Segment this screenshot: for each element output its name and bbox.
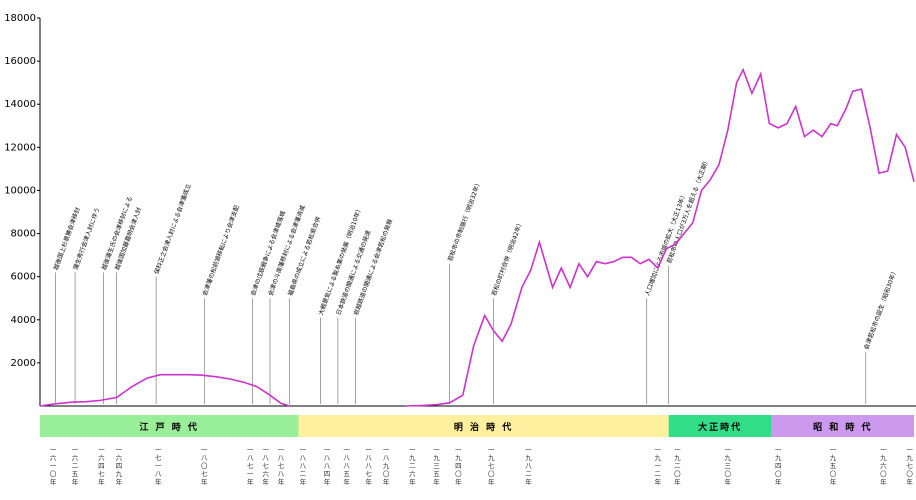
x-tick-label: 一九五〇年	[830, 446, 837, 486]
x-tick-label: 一八七六年	[262, 446, 269, 486]
annotation-label: 保科正之会津入封による会津藩成立	[152, 183, 192, 276]
y-tick-label: 10000	[4, 185, 36, 196]
era-bands: 江 戸 時 代 明 治 時 代 大正時代 昭 和 時 代	[40, 415, 914, 437]
annotation-label: 人口増加による市域の拡大（大正13年）	[643, 191, 688, 297]
x-tick-label: 一六一〇年	[50, 446, 57, 486]
x-tick-label: 一七一八年	[155, 446, 162, 486]
x-tick-label: 一八七八年	[278, 446, 285, 486]
x-tick-label: 一八九〇年	[383, 446, 390, 486]
era-band	[771, 415, 914, 437]
annotation-label: 若松市の人口が3万人を超える（大正期）	[665, 157, 711, 265]
x-tick-label: 一八八七年	[365, 446, 372, 486]
x-tick-label: 一九二〇年	[674, 446, 681, 486]
annotation-label: 会津若松市の誕生（昭和30年）	[862, 268, 899, 351]
y-tick-label: 14000	[4, 99, 36, 110]
series-lines	[39, 67, 915, 407]
x-tick-label: 一六二五年	[72, 446, 79, 486]
x-tick-label: 一九一二年	[654, 446, 661, 486]
y-axis: 2000 4000 6000 8000 10000 12000 14000 16000 1800…	[4, 13, 40, 369]
era-band	[40, 415, 299, 437]
x-tick-label: 一八〇七年	[201, 446, 208, 486]
x-tick-label: 一九三五年	[433, 446, 440, 486]
x-tick-label: 一九四〇年	[775, 446, 782, 486]
x-tick-label: 一八八五年	[343, 446, 350, 486]
era-label: 明 治 時 代	[454, 421, 513, 433]
y-tick-label: 2000	[11, 358, 36, 369]
y-tick-label: 18000	[4, 13, 36, 24]
annotation-label: 若松の町村合併（明治42年）	[490, 219, 525, 297]
x-tick-label: 一九三〇年	[725, 446, 732, 486]
x-tick-label: 一九六〇年	[880, 446, 887, 486]
era-band	[668, 415, 772, 437]
y-tick-label: 12000	[4, 142, 36, 153]
y-tick-label: 6000	[11, 272, 36, 283]
era-label: 大正時代	[698, 421, 742, 433]
era-label: 江 戸 時 代	[140, 421, 199, 433]
era-label: 昭 和 時 代	[813, 421, 872, 433]
era-band	[298, 415, 669, 437]
x-tick-label: 一八八四年	[324, 446, 331, 486]
y-tick-label: 4000	[11, 315, 36, 326]
series-line	[39, 373, 290, 407]
year-labels: 一六一〇年 一六二五年 一六四七年 一六四九年 一七一八年 一八〇七年 一八七一年 一八七六年…	[50, 446, 913, 486]
x-tick-label: 一九四〇年	[455, 446, 462, 486]
x-tick-label: 一九二六年	[409, 446, 416, 486]
x-tick-label: 一八八二年	[300, 446, 307, 486]
x-tick-label: 一八七一年	[247, 446, 254, 486]
series-line	[405, 67, 915, 407]
x-tick-label: 一六四九年	[116, 446, 123, 486]
x-tick-label: 一九七〇年	[906, 446, 913, 486]
y-tick-label: 8000	[11, 229, 36, 240]
annotation-label: 会津藩の松前領移転により会津支配	[201, 204, 241, 297]
annotation-label: 若松市の市制施行（明治32年）	[446, 179, 483, 262]
x-tick-label: 一九八二年	[525, 446, 532, 486]
x-tick-label: 一九七〇年	[488, 446, 495, 486]
x-tick-label: 一六四七年	[98, 446, 105, 486]
y-tick-label: 16000	[4, 56, 36, 67]
